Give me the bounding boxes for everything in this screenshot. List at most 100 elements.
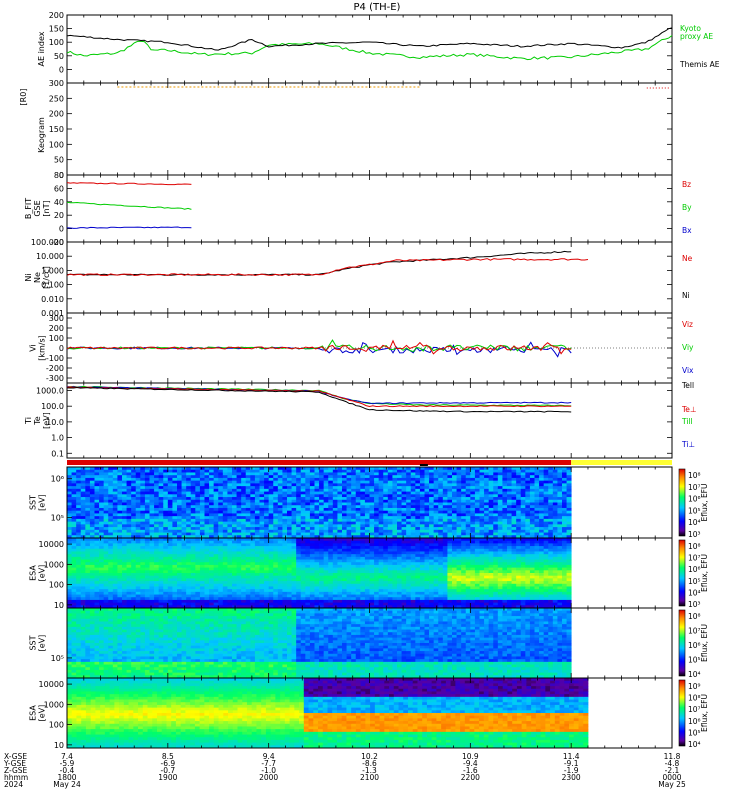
esa_i-pixel: [108, 586, 113, 589]
esa_i-pixel: [117, 541, 122, 544]
sst_i-pixel: [269, 500, 274, 503]
sst_i-pixel: [498, 483, 503, 486]
sst_i-pixel: [310, 511, 315, 514]
sst_i-pixel: [328, 470, 333, 473]
sst_i-pixel: [324, 478, 329, 481]
sst_i-pixel: [512, 470, 517, 473]
sst_i-pixel: [493, 516, 498, 519]
esa_i-pixel: [172, 568, 177, 571]
esa_i-pixel: [182, 568, 187, 571]
esa_i-pixel: [99, 595, 104, 598]
sst_i-pixel: [516, 486, 521, 489]
legend-themis: Themis AE: [679, 60, 720, 69]
sst_i-pixel: [122, 481, 127, 484]
sst_i-pixel: [356, 508, 361, 511]
esa_i-pixel: [195, 565, 200, 568]
sst_i-pixel: [232, 494, 237, 497]
esa_i-pixel: [209, 546, 214, 549]
esa_i-pixel: [205, 551, 210, 554]
sst_i-pixel: [214, 497, 219, 500]
sst_i-pixel: [145, 533, 150, 536]
sst_i-pixel: [489, 522, 494, 525]
sst_i-pixel: [205, 500, 210, 503]
sst_i-pixel: [351, 494, 356, 497]
sst_i-pixel: [232, 516, 237, 519]
esa_i-pixel: [150, 578, 155, 581]
sst_i-pixel: [370, 524, 375, 527]
sst_i-pixel: [452, 511, 457, 514]
esa_i-pixel: [81, 589, 86, 592]
sst_i-pixel: [457, 522, 462, 525]
esa_i-pixel: [95, 586, 100, 589]
sst_i-pixel: [351, 483, 356, 486]
sst_i-pixel: [287, 503, 292, 506]
sst_i-pixel: [434, 497, 439, 500]
esa_i-pixel: [154, 541, 159, 544]
esa_i-pixel: [214, 543, 219, 546]
sst_i-pixel: [457, 508, 462, 511]
sst_i-pixel: [95, 522, 100, 525]
esa_i-pixel: [90, 543, 95, 546]
sst_i-colorbar-label: Eflux, EFU: [700, 484, 709, 522]
esa_i-pixel: [232, 541, 237, 544]
sst_i-pixel: [269, 483, 274, 486]
esa_i-pixel: [205, 589, 210, 592]
sst_i-pixel: [260, 505, 265, 508]
sst_i-pixel: [443, 533, 448, 536]
esa_i-pixel: [186, 584, 191, 587]
sst_i-pixel: [461, 513, 466, 516]
sst_i-pixel: [237, 500, 242, 503]
sst_i-pixel: [356, 524, 361, 527]
sst_i-pixel: [241, 508, 246, 511]
esa_i-pixel: [255, 603, 260, 606]
sst_i-pixel: [337, 508, 342, 511]
sst_i-pixel: [301, 527, 306, 530]
sst_i-pixel: [493, 478, 498, 481]
sst_i-pixel: [319, 486, 324, 489]
sst_i-pixel: [319, 500, 324, 503]
esa_i-pixel: [195, 549, 200, 552]
sst_i-pixel: [420, 533, 425, 536]
esa_i-pixel: [72, 576, 77, 579]
sst_i-pixel: [512, 475, 517, 478]
sst_i-pixel: [539, 508, 544, 511]
sst_i-pixel: [516, 472, 521, 475]
sst_i-pixel: [383, 478, 388, 481]
esa_i-pixel: [172, 578, 177, 581]
sst_i-pixel: [232, 527, 237, 530]
esa_i-pixel: [136, 570, 141, 573]
sst_i-pixel: [557, 530, 562, 533]
sst_i-pixel: [324, 513, 329, 516]
esa_i-pixel: [273, 549, 278, 552]
sst_i-pixel: [466, 508, 471, 511]
sst_i-pixel: [360, 503, 365, 506]
sst_i-pixel: [567, 505, 572, 508]
sst_i-pixel: [333, 494, 338, 497]
sst_i-pixel: [502, 533, 507, 536]
sst_i-pixel: [388, 511, 393, 514]
esa_i-pixel: [81, 600, 86, 603]
sst_i-pixel: [443, 483, 448, 486]
esa_i-pixel: [282, 589, 287, 592]
esa_i-pixel: [214, 560, 219, 563]
sst_i-pixel: [548, 481, 553, 484]
esa_i-pixel: [232, 568, 237, 571]
sst_i-pixel: [333, 481, 338, 484]
sst_i-pixel: [493, 500, 498, 503]
sst_i-pixel: [347, 481, 352, 484]
sst_i-pixel: [457, 478, 462, 481]
sst_i-pixel: [351, 511, 356, 514]
esa_i-pixel: [255, 573, 260, 576]
esa_i-pixel: [140, 597, 145, 600]
esa_i-pixel: [282, 565, 287, 568]
sst_i-pixel: [218, 503, 223, 506]
esa_i-pixel: [278, 595, 283, 598]
esa_i-pixel: [177, 586, 182, 589]
sst_i-pixel: [191, 470, 196, 473]
sst_i-pixel: [406, 513, 411, 516]
sst_i-pixel: [136, 472, 141, 475]
esa_i-pixel: [76, 578, 81, 581]
esa_i-pixel: [99, 565, 104, 568]
esa_i-pixel: [85, 592, 90, 595]
sst_i-pixel: [315, 486, 320, 489]
